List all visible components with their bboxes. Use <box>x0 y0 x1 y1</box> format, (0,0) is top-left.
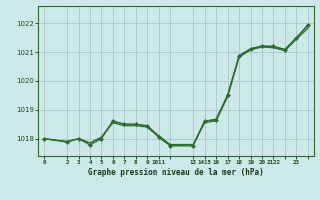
X-axis label: Graphe pression niveau de la mer (hPa): Graphe pression niveau de la mer (hPa) <box>88 168 264 177</box>
